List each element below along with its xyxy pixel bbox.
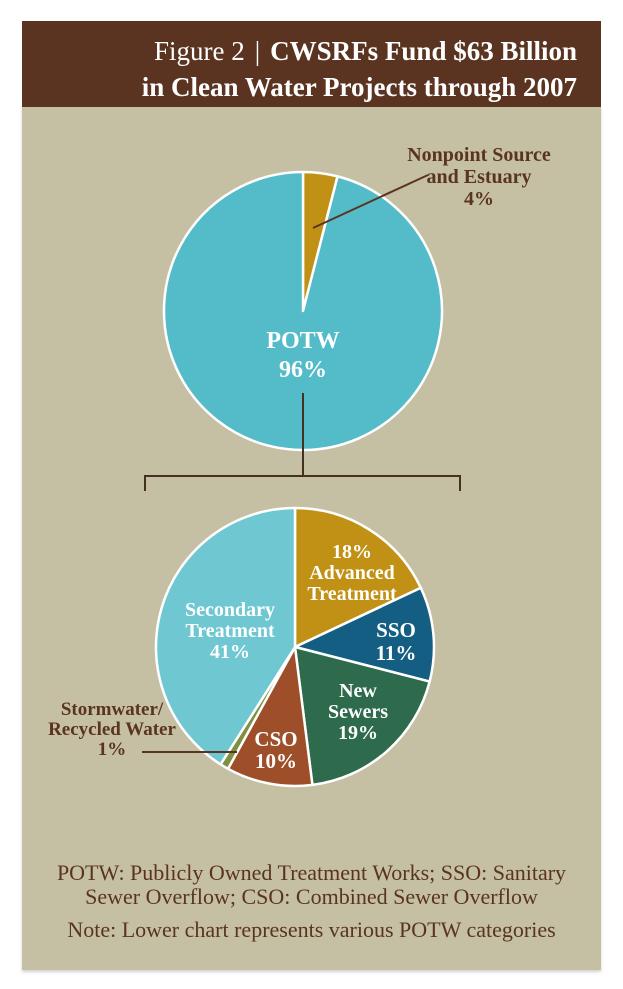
pie-slice-advanced-treatment — [293, 506, 423, 649]
stormwater-label-line1: Stormwater/ — [60, 699, 164, 720]
cso-slice-label: CSO 10% — [216, 728, 336, 772]
acronym-definitions: POTW: Publicly Owned Treatment Works; SS… — [42, 861, 581, 909]
pie-charts-canvas — [142, 170, 461, 788]
pie-slice-new-sewers — [293, 645, 431, 787]
nonpoint-percent: 4% — [464, 188, 494, 210]
sso-percent: 11% — [375, 641, 417, 665]
figure-number: Figure 2 — [154, 36, 245, 66]
secondary-percent: 41% — [210, 641, 250, 663]
secondary-label-line2: Treatment — [185, 620, 275, 642]
top-pie-chart — [162, 170, 444, 452]
pie-slice-cso — [226, 645, 314, 788]
nonpoint-leader-line — [312, 174, 429, 229]
figure-title-line2: in Clean Water Projects through 2007 — [141, 72, 577, 102]
nonpoint-label-line2: and Estuary — [426, 166, 532, 188]
figure-title-text: CWSRFs Fund $63 Billion — [270, 36, 577, 66]
nonpoint-slice-label: Nonpoint Source and Estuary 4% — [394, 144, 564, 210]
cso-percent: 10% — [255, 749, 297, 773]
pie-slice-sso — [293, 586, 436, 683]
potw-slice-label: POTW 96% — [223, 327, 383, 385]
figure-header: Figure 2 | CWSRFs Fund $63 Billion in Clea… — [22, 21, 601, 107]
stormwater-slice-label: Stormwater/ Recycled Water 1% — [30, 700, 194, 760]
acronyms-line1: POTW: Publicly Owned Treatment Works; SS… — [56, 860, 567, 885]
advanced-label-line2: Treatment — [307, 583, 397, 605]
potw-percent: 96% — [279, 357, 327, 383]
pie-slice-potw — [162, 170, 444, 452]
advanced-label-line1: Advanced — [309, 562, 395, 584]
figure-card: Figure 2 | CWSRFs Fund $63 Billion in Clea… — [22, 21, 601, 970]
new-sewers-label-line1: New — [339, 680, 377, 702]
sso-label-name: SSO — [376, 618, 416, 642]
acronyms-line2: Sewer Overflow; CSO: Combined Sewer Over… — [85, 884, 538, 909]
advanced-treatment-slice-label: 18% Advanced Treatment — [267, 542, 437, 605]
secondary-treatment-slice-label: Secondary Treatment 41% — [150, 600, 310, 663]
figure-note: Note: Lower chart represents various POT… — [67, 917, 556, 942]
stormwater-label-line2: Recycled Water — [48, 719, 176, 740]
sso-slice-label: SSO 11% — [336, 619, 456, 665]
cso-label-name: CSO — [254, 727, 298, 751]
advanced-percent: 18% — [332, 541, 372, 563]
title-separator: | — [254, 36, 261, 66]
bracket-line — [144, 475, 461, 491]
pie-slice-secondary-treatment — [154, 506, 297, 766]
new-sewers-label-line2: Sewers — [328, 701, 388, 723]
new-sewers-slice-label: New Sewers 19% — [298, 681, 418, 744]
figure-footnotes: POTW: Publicly Owned Treatment Works; SS… — [42, 861, 581, 942]
figure-body: Nonpoint Source and Estuary 4% POTW 96% … — [22, 107, 601, 970]
nonpoint-label-line1: Nonpoint Source — [407, 144, 551, 166]
new-sewers-percent: 19% — [338, 722, 378, 744]
potw-label-name: POTW — [266, 328, 340, 354]
secondary-label-line1: Secondary — [185, 599, 275, 621]
bottom-pie-chart — [154, 506, 436, 788]
figure-title-line1: Figure 2 | CWSRFs Fund $63 Billion — [22, 33, 577, 69]
stormwater-percent: 1% — [97, 739, 127, 760]
